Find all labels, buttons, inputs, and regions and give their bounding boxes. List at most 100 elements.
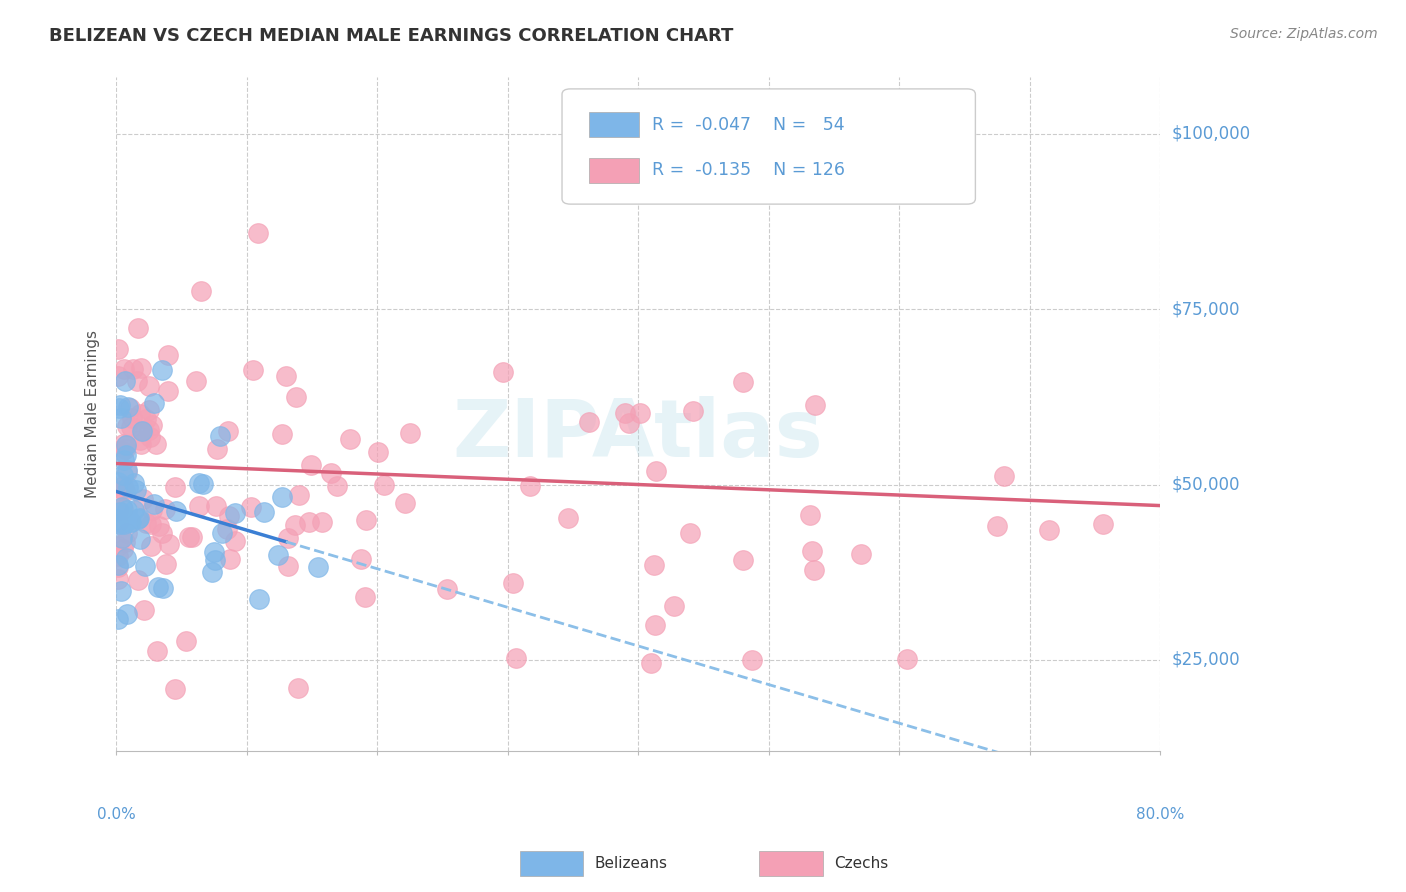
Point: [107, 483, 129, 497]
Point: [150, 526, 173, 541]
Point: [112, 362, 135, 376]
Point: [215, 522, 238, 536]
Point: [628, 406, 651, 420]
Point: [298, 515, 321, 529]
Point: [640, 656, 662, 670]
Point: [284, 518, 307, 533]
Point: [307, 560, 329, 574]
Point: [896, 652, 918, 666]
Point: [107, 475, 129, 489]
Point: [224, 533, 246, 548]
Point: [271, 490, 294, 504]
Point: [127, 320, 149, 334]
Point: [614, 406, 637, 420]
Point: [110, 398, 132, 412]
Point: [356, 513, 378, 527]
Point: [134, 603, 156, 617]
Point: [679, 525, 702, 540]
Point: [217, 424, 239, 438]
Point: [643, 558, 665, 572]
Point: [107, 572, 129, 586]
Point: [129, 533, 152, 547]
Point: [155, 557, 177, 571]
Y-axis label: Median Male Earnings: Median Male Earnings: [86, 330, 100, 499]
Text: Source: ZipAtlas.com: Source: ZipAtlas.com: [1230, 27, 1378, 41]
Point: [174, 633, 197, 648]
Point: [131, 437, 153, 451]
Point: [188, 500, 211, 514]
Point: [107, 503, 129, 517]
Point: [129, 434, 152, 448]
Point: [367, 445, 389, 459]
Point: [165, 504, 187, 518]
Point: [128, 511, 150, 525]
Point: [519, 479, 541, 493]
Point: [190, 285, 212, 299]
Point: [145, 437, 167, 451]
Point: [373, 478, 395, 492]
Point: [107, 343, 129, 357]
Point: [115, 503, 138, 517]
Point: [799, 508, 821, 522]
Point: [131, 425, 153, 439]
Point: [187, 475, 209, 490]
Point: [287, 488, 309, 502]
Point: [557, 510, 579, 524]
Point: [224, 507, 246, 521]
Point: [803, 398, 825, 412]
Point: [138, 378, 160, 392]
Point: [299, 458, 322, 472]
Point: [644, 618, 666, 632]
Point: [141, 516, 163, 531]
Point: [121, 411, 143, 425]
Point: [114, 442, 136, 457]
Point: [201, 565, 224, 579]
Point: [112, 452, 135, 467]
Point: [204, 553, 226, 567]
Point: [111, 531, 134, 545]
Point: [165, 480, 187, 494]
Text: Belizeans: Belizeans: [595, 856, 668, 871]
Point: [247, 592, 270, 607]
Text: R =  -0.047    N =   54: R = -0.047 N = 54: [652, 116, 845, 134]
Point: [110, 411, 132, 425]
Point: [242, 363, 264, 377]
Point: [118, 515, 141, 529]
Point: [277, 531, 299, 545]
FancyBboxPatch shape: [562, 89, 976, 204]
Point: [986, 518, 1008, 533]
Point: [801, 544, 824, 558]
Point: [110, 583, 132, 598]
Point: [115, 438, 138, 452]
Point: [111, 541, 134, 556]
Point: [993, 469, 1015, 483]
Point: [128, 407, 150, 421]
Point: [125, 483, 148, 497]
Point: [326, 479, 349, 493]
Point: [246, 227, 269, 241]
Text: $50,000: $50,000: [1171, 475, 1240, 493]
Point: [179, 531, 201, 545]
Point: [398, 426, 420, 441]
Point: [287, 681, 309, 695]
Point: [394, 496, 416, 510]
Point: [492, 365, 515, 379]
Point: [152, 581, 174, 595]
Point: [156, 348, 179, 362]
Point: [107, 559, 129, 574]
Point: [138, 402, 160, 417]
Point: [115, 448, 138, 462]
Point: [122, 476, 145, 491]
Point: [115, 607, 138, 622]
Point: [107, 612, 129, 626]
Point: [1038, 523, 1060, 537]
Point: [112, 436, 135, 450]
Point: [118, 513, 141, 527]
Point: [240, 500, 263, 514]
Text: Czechs: Czechs: [834, 856, 889, 871]
Point: [122, 362, 145, 376]
Point: [125, 374, 148, 388]
Point: [209, 428, 232, 442]
Point: [107, 511, 129, 525]
Point: [270, 427, 292, 442]
